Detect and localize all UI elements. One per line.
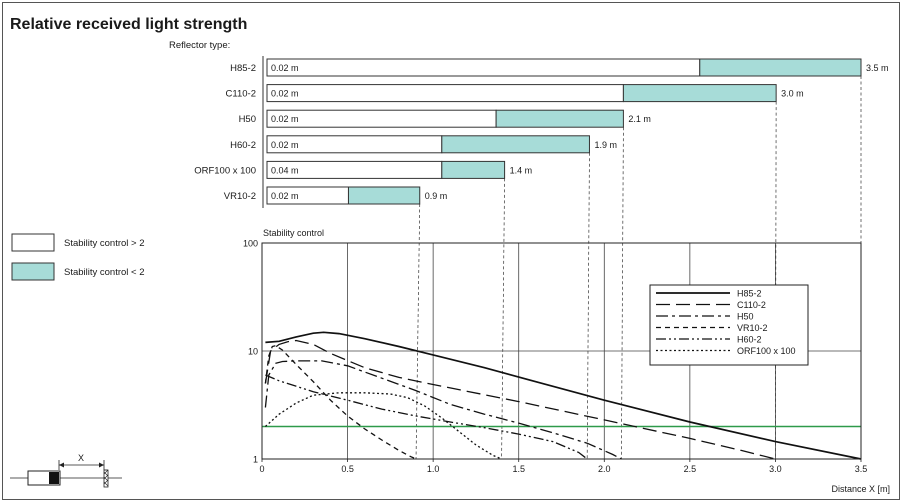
legend-label-stable: Stability control > 2 — [64, 238, 145, 249]
bar-max-label: 1.9 m — [594, 140, 617, 150]
x-tick-label: 0 — [259, 464, 264, 474]
y-tick-label: 1 — [253, 455, 258, 465]
x-tick-label: 2.0 — [598, 464, 611, 474]
y-tick-label: 10 — [248, 347, 258, 357]
legend-entry-label: ORF100 x 100 — [737, 346, 796, 356]
reflector-header: Reflector type: — [169, 40, 230, 51]
range-drop-line — [586, 152, 590, 460]
bar-unstable-segment — [347, 186, 421, 205]
y-axis-ticks: 1 10 100 — [243, 239, 258, 465]
legend-entry-label: VR10-2 — [737, 323, 768, 333]
bar-stable-segment — [266, 58, 701, 77]
legend-label-unstable: Stability control < 2 — [64, 267, 145, 278]
bar-unstable-segment — [441, 135, 590, 154]
plot-curves — [264, 331, 862, 460]
bar-max-label: 0.9 m — [425, 191, 448, 201]
bar-start-label: 0.02 m — [271, 114, 299, 124]
range-bars: H85-2 0.02 m 3.5 m C110-2 0.02 m 3.0 m H50 0.02… — [194, 58, 889, 205]
bar-start-label: 0.04 m — [271, 165, 299, 175]
bar-category-label: C110-2 — [226, 89, 256, 100]
bar-unstable-segment — [441, 160, 506, 179]
bar-stable-segment — [266, 109, 497, 128]
curve-orf100-x-100 — [264, 392, 502, 460]
bar-max-label: 3.0 m — [781, 89, 804, 99]
bar-start-label: 0.02 m — [271, 191, 299, 201]
reflector-hatch — [103, 469, 109, 487]
bar-max-label: 2.1 m — [628, 114, 651, 124]
range-drop-line — [501, 178, 505, 460]
x-axis-label: Distance X [m] — [831, 484, 890, 494]
bar-category-label: H60-2 — [230, 140, 256, 151]
x-tick-label: 1.5 — [512, 464, 525, 474]
range-drop-lines — [415, 76, 862, 460]
legend-entry-label: H60-2 — [737, 335, 762, 345]
dim-label: X — [78, 453, 84, 463]
range-drop-line — [621, 127, 624, 460]
x-axis-ticks: 0 0.5 1.0 1.5 2.0 2.5 3.0 3.5 — [259, 459, 867, 474]
bar-stable-segment — [266, 84, 624, 103]
curve-h60-2 — [265, 374, 588, 460]
curve-h50 — [264, 360, 622, 460]
curve-c110-2 — [264, 339, 776, 460]
bar-unstable-segment — [622, 84, 777, 103]
x-tick-label: 1.0 — [427, 464, 440, 474]
dim-arrow-left — [59, 462, 64, 468]
legend-entry-label: H85-2 — [737, 289, 762, 299]
dim-arrow-right — [99, 462, 104, 468]
y-tick-label: 100 — [243, 239, 258, 249]
bar-category-label: VR10-2 — [224, 191, 256, 202]
legend-entry-label: H50 — [737, 312, 754, 322]
bar-start-label: 0.02 m — [271, 63, 299, 73]
page-title: Relative received light strength — [10, 16, 247, 33]
bar-category-label: H50 — [239, 114, 256, 125]
legend-box-teal — [11, 262, 55, 281]
range-drop-line — [415, 203, 421, 460]
bar-category-label: ORF100 x 100 — [194, 165, 256, 176]
sensor-diagram: X — [10, 453, 122, 488]
bar-category-label: H85-2 — [230, 63, 256, 74]
plot-title: Stability control — [263, 228, 324, 238]
x-tick-label: 2.5 — [684, 464, 697, 474]
bar-unstable-segment — [699, 58, 862, 77]
plot-grid — [262, 243, 861, 459]
bar-max-label: 1.4 m — [510, 165, 533, 175]
bar-start-label: 0.02 m — [271, 89, 299, 99]
curve-vr10-2 — [264, 345, 417, 460]
bar-unstable-segment — [495, 109, 624, 128]
legend-entry-label: C110-2 — [737, 300, 766, 310]
sensor-lens — [49, 472, 59, 484]
curve-h85-2 — [265, 331, 862, 460]
x-tick-label: 0.5 — [341, 464, 354, 474]
legend-box-white — [11, 233, 55, 252]
stability-legend: Stability control > 2 Stability control … — [11, 233, 145, 281]
bar-start-label: 0.02 m — [271, 140, 299, 150]
x-tick-label: 3.5 — [855, 464, 868, 474]
plot-legend-frame — [649, 284, 809, 366]
x-tick-label: 3.0 — [769, 464, 782, 474]
plot-frame — [261, 242, 862, 460]
bar-max-label: 3.5 m — [866, 63, 889, 73]
